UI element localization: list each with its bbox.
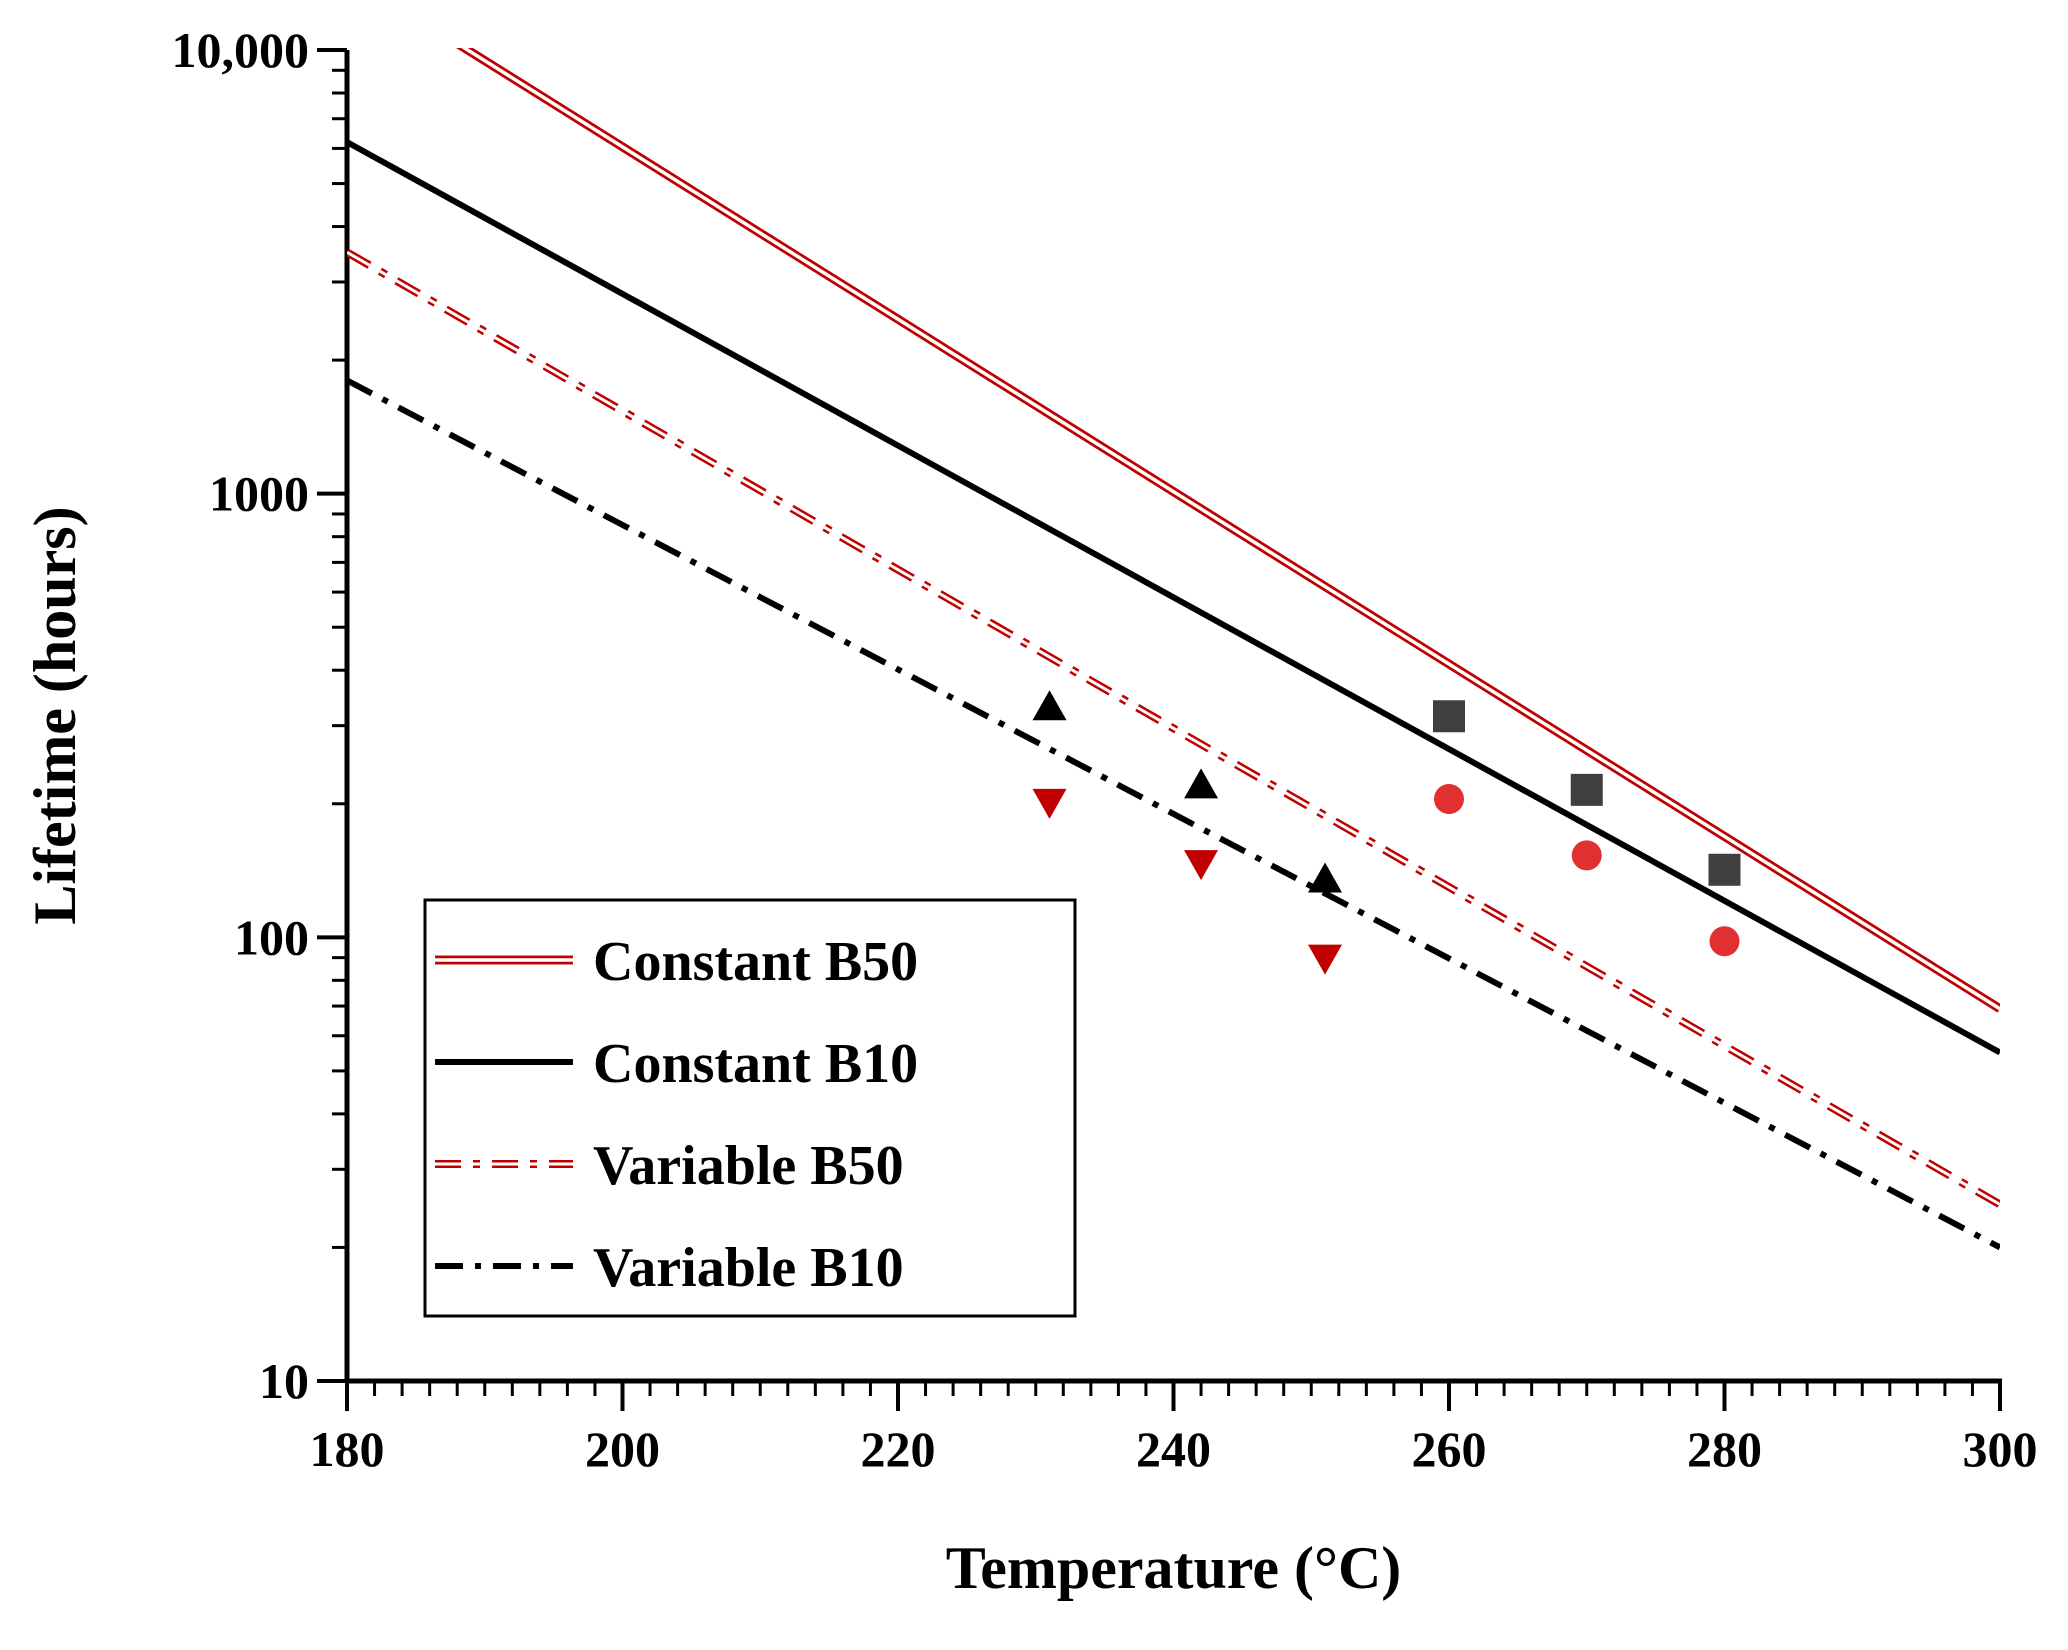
y-axis-title: Lifetime (hours) xyxy=(22,506,88,924)
series-lines xyxy=(347,48,2000,1251)
series-variable-b10-stroke xyxy=(347,377,2000,1251)
legend-box xyxy=(423,898,1077,1318)
triangle-down-marker xyxy=(1308,944,1343,975)
legend-label: Variable B50 xyxy=(593,1135,904,1197)
series-constant-b10-stroke xyxy=(347,139,2000,1056)
axes: 180 200 220 240 260 280 300 10 100 1000 10,000 Temp… xyxy=(22,22,2038,1601)
series-constant-b50-outer xyxy=(456,48,2000,1013)
square-marker xyxy=(1708,853,1741,886)
series-constant-b10 xyxy=(347,139,2000,1056)
series-constant-b50 xyxy=(456,48,2000,1013)
triangle-down-marker xyxy=(1184,850,1219,881)
circle-marker xyxy=(1709,926,1740,957)
circle-marker xyxy=(1434,784,1464,815)
y-tick-label: 1000 xyxy=(209,466,309,522)
legend-label: Constant B50 xyxy=(593,931,918,993)
legend-label: Constant B10 xyxy=(593,1033,918,1095)
circle-marker xyxy=(1571,840,1602,871)
y-tick-label: 100 xyxy=(234,909,309,965)
scatter-points xyxy=(1032,690,1741,975)
x-tick-label: 200 xyxy=(585,1421,660,1477)
legend-label: Variable B10 xyxy=(593,1237,904,1299)
y-tick-label: 10,000 xyxy=(172,22,310,78)
triangle-up-marker xyxy=(1184,768,1219,799)
square-marker xyxy=(1433,700,1465,733)
triangle-up-marker xyxy=(1032,690,1067,721)
legend: Constant B50 Constant B10 Variable B50 Vari… xyxy=(423,898,1077,1318)
y-tick-label: 10 xyxy=(259,1353,309,1409)
square-marker xyxy=(1570,773,1603,806)
series-variable-b50-inner xyxy=(347,250,2000,1206)
series-variable-b10 xyxy=(347,377,2000,1251)
series-constant-b50-inner xyxy=(461,48,2000,1011)
series-variable-b50 xyxy=(347,248,2000,1208)
x-tick-label: 280 xyxy=(1687,1421,1762,1477)
triangle-down-marker xyxy=(1032,788,1067,819)
x-axis-title: Temperature (°C) xyxy=(946,1535,1402,1601)
x-tick-label: 220 xyxy=(861,1421,936,1477)
x-tick-label: 240 xyxy=(1136,1421,1211,1477)
x-tick-label: 180 xyxy=(310,1421,385,1477)
x-tick-label: 260 xyxy=(1412,1421,1487,1477)
series-clip-group xyxy=(347,48,2000,1251)
triangle-up-marker xyxy=(1308,862,1343,893)
x-tick-label: 300 xyxy=(1963,1421,2038,1477)
